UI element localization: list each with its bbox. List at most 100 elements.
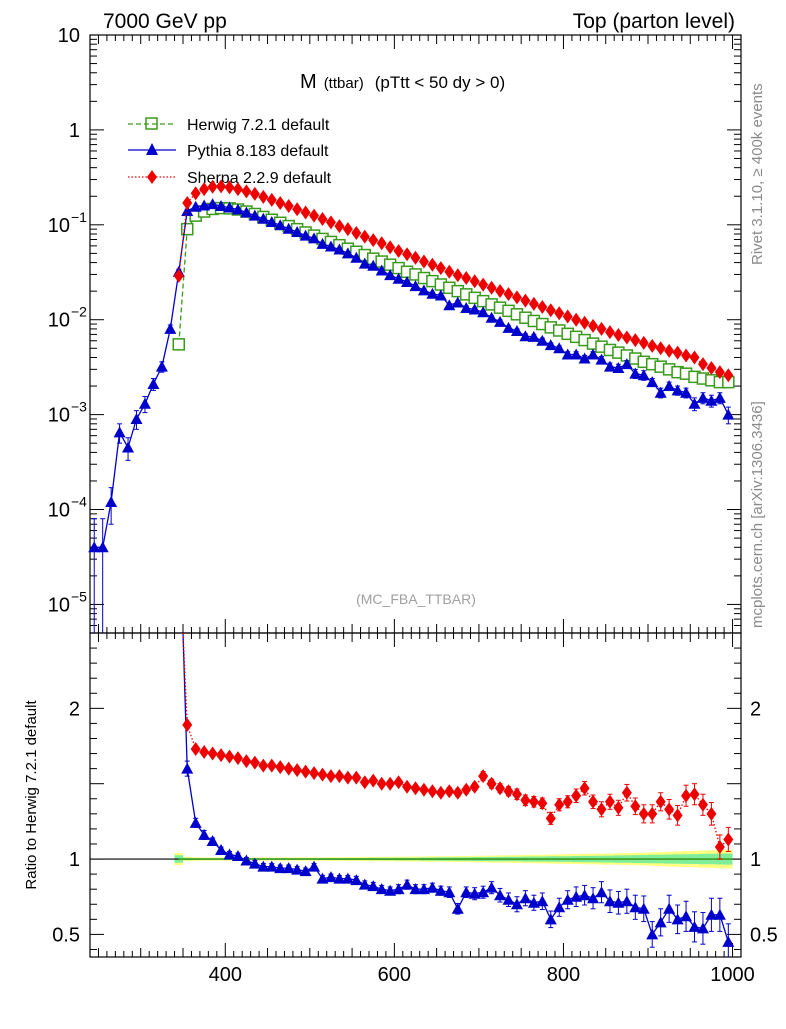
pythia-series-point	[654, 386, 667, 398]
sherpa-ratio-point	[452, 785, 463, 800]
legend-item-pythia: Pythia 8.183 default	[128, 143, 329, 160]
sherpa-series-point	[427, 257, 438, 272]
plot-title-main: M	[300, 71, 317, 93]
pythia-series-point	[274, 219, 287, 231]
sherpa-series-point	[545, 303, 556, 318]
pythia-series-point	[485, 311, 498, 323]
ratio-y-tick-label: 2	[69, 698, 80, 720]
pythia-ratio-point	[324, 871, 337, 883]
pythia-series-point	[240, 206, 253, 218]
pythia-series-point	[122, 441, 135, 453]
pythia-ratio-point	[527, 896, 540, 908]
pythia-ratio-point	[409, 883, 422, 895]
sherpa-ratio-point	[275, 760, 286, 775]
sherpa-series-point	[300, 205, 311, 220]
sherpa-ratio-point	[182, 717, 193, 732]
sherpa-series-point	[173, 268, 184, 283]
pythia-series-point	[181, 204, 194, 216]
ratio-y-tick-label-right: 1	[750, 849, 761, 871]
source-label: mcplots.cern.ch [arXiv:1306.3436]	[749, 401, 766, 628]
pythia-series-point	[502, 321, 515, 333]
sherpa-series-point	[520, 293, 531, 308]
pythia-series-point	[510, 325, 523, 337]
sherpa-series-point	[478, 277, 489, 292]
pythia-series-point	[138, 397, 151, 409]
herwig-series-point	[172, 338, 186, 351]
sherpa-ratio-point	[461, 782, 472, 797]
pythia-series-point	[308, 232, 321, 244]
sherpa-ratio-point	[232, 751, 243, 766]
pythia-series-point	[333, 243, 346, 255]
pythia-ratio-point	[705, 908, 718, 920]
sherpa-series-point	[190, 186, 201, 201]
x-tick-label: 400	[209, 964, 242, 986]
sherpa-series-point	[368, 233, 379, 248]
pythia-ratio-point	[468, 887, 481, 899]
sherpa-ratio-point	[503, 784, 514, 799]
sherpa-ratio-point	[478, 769, 489, 784]
pythia-series-point	[417, 284, 430, 296]
pythia-series-point	[519, 330, 532, 342]
pythia-ratio-point	[375, 883, 388, 895]
sherpa-series-point	[325, 215, 336, 230]
sherpa-ratio	[182, 717, 734, 860]
sherpa-series-point	[689, 350, 700, 365]
pythia-series-point	[460, 301, 473, 313]
sherpa-ratio-point	[224, 749, 235, 764]
pythia-ratio-point	[612, 896, 625, 908]
y-tick-label: 10	[48, 405, 70, 427]
sherpa-ratio-point	[199, 745, 210, 760]
sherpa-ratio-point	[579, 781, 590, 796]
pythia-ratio-point	[189, 816, 202, 828]
sherpa-series-point	[376, 236, 387, 251]
pythia-ratio-point	[401, 878, 414, 890]
sherpa-series-point	[207, 179, 218, 194]
sherpa-ratio-point	[342, 770, 353, 785]
pythia-series-point	[680, 386, 693, 398]
sherpa-series-point	[697, 357, 708, 372]
sherpa-series-point	[503, 287, 514, 302]
sherpa-ratio-point	[368, 773, 379, 788]
sherpa-series-point	[630, 333, 641, 348]
sherpa-series-point	[528, 296, 539, 311]
pythia-series-point	[384, 269, 397, 281]
pythia-series-point	[358, 257, 371, 269]
sherpa-series-point	[334, 219, 345, 234]
sherpa-series-point	[182, 195, 193, 210]
sherpa-ratio-point	[317, 767, 328, 782]
header-left: 7000 GeV pp	[103, 10, 227, 33]
y-tick-label-exp: −4	[71, 494, 87, 510]
x-ticks: 400 600 800 1000	[97, 35, 755, 986]
sherpa-series-point	[359, 229, 370, 244]
sherpa-series-point	[216, 179, 227, 194]
sherpa-ratio-point	[571, 788, 582, 803]
pythia-ratio-point	[257, 860, 270, 872]
sherpa-series-point	[418, 254, 429, 269]
sherpa-series-point	[647, 338, 658, 353]
pythia-series-point	[113, 426, 126, 438]
sherpa-ratio-point	[292, 763, 303, 778]
pythia-series-point	[536, 334, 549, 346]
pythia-ratio-point	[206, 834, 219, 846]
pythia-ratio-point	[341, 872, 354, 884]
pythia-ratio-point	[587, 892, 600, 904]
sherpa-ratio-point	[207, 746, 218, 761]
ratio-plot: 400 600 800 1000 0.5 0.5 1 1 2 2	[52, 35, 778, 986]
pythia-ratio-point	[510, 898, 523, 910]
watermark: (MC_FBA_TTBAR)	[356, 591, 476, 607]
pythia-ratio-point	[282, 862, 295, 874]
pythia-series-point	[265, 216, 278, 228]
sherpa-series	[173, 179, 734, 383]
sherpa-ratio-rise	[182, 632, 188, 725]
pythia-series-point	[587, 348, 600, 360]
pythia-ratio-point	[308, 860, 321, 872]
pythia-ratio-point	[274, 862, 287, 874]
pythia-series-point	[409, 280, 422, 292]
sherpa-series-point	[232, 182, 243, 197]
sherpa-ratio-point	[613, 800, 624, 815]
pythia-series-point	[426, 287, 439, 299]
pythia-series-point	[443, 299, 456, 311]
y-tick-label-exp: −1	[71, 209, 87, 225]
pythia-ratio-point	[367, 880, 380, 892]
pythia-series-point	[299, 229, 312, 241]
